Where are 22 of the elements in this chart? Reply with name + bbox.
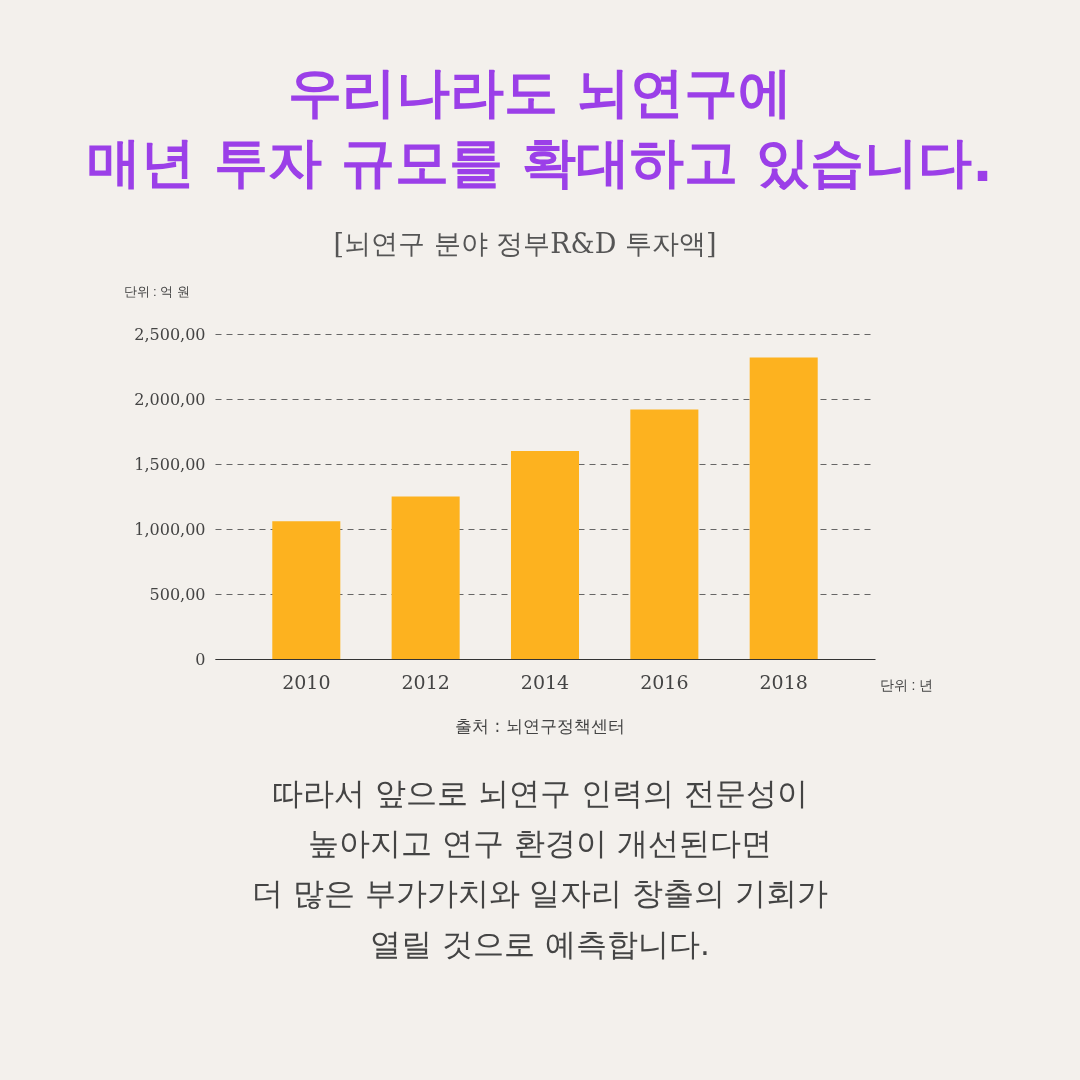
y-tick-label: 2,500,00	[134, 324, 206, 344]
source-note: 출처 : 뇌연구정책센터	[454, 715, 626, 738]
y-tick-label: 0	[195, 649, 206, 669]
x-tick-label: 2012	[401, 670, 450, 693]
x-tick-label: 2018	[759, 670, 808, 693]
chart-title: 우리나라도 뇌연구에 매년 투자 규모를 확대하고 있습니다.	[86, 60, 994, 197]
chart-subtitle: [뇌연구 분야 정부R&D 투자액]	[333, 228, 717, 259]
bar	[272, 521, 341, 659]
y-tick-label: 500,00	[149, 584, 206, 604]
y-tick-label: 1,000,00	[134, 519, 206, 539]
text: 따라서 앞으로 뇌연구 인력의 전문성이 높아지고 연구 환경이 개선된다면 더 많은 부가가치와 일자리 창출의 기회가 열릴 것으로 예측합니다.	[250, 774, 830, 964]
y-axis-title: 단위 : 억 원	[123, 283, 190, 299]
x-axis-title: 단위 : 년	[879, 676, 934, 693]
x-tick-label: 2014	[520, 670, 570, 693]
y-tick-label: 2,000,00	[134, 389, 206, 409]
x-tick-label: 2016	[640, 670, 689, 693]
bar	[630, 409, 699, 659]
x-tick-label: 2010	[282, 670, 331, 693]
bar	[510, 451, 580, 659]
bar	[391, 496, 460, 659]
y-tick-label: 1,500,00	[134, 454, 206, 474]
bar	[749, 357, 818, 659]
